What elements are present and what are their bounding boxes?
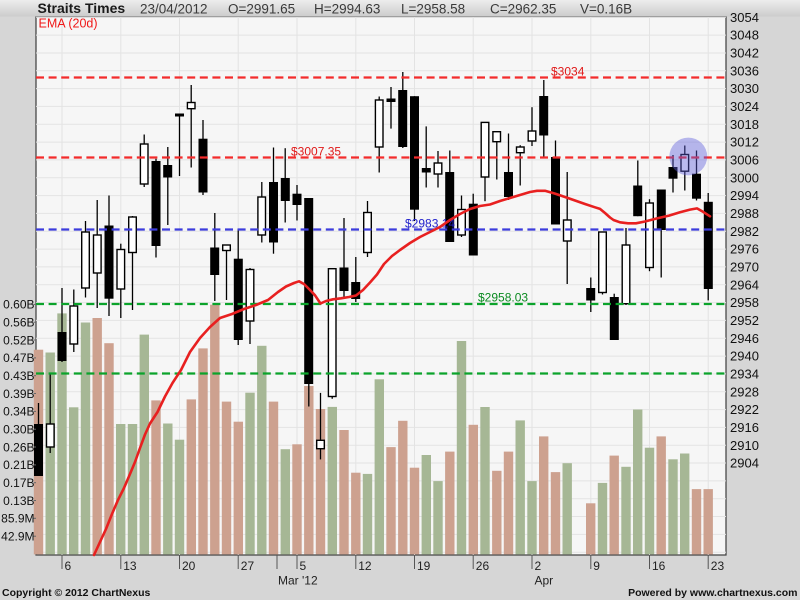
svg-text:23: 23 bbox=[711, 559, 725, 573]
svg-text:13: 13 bbox=[123, 559, 137, 573]
svg-text:0.52B: 0.52B bbox=[3, 333, 34, 347]
svg-text:3054: 3054 bbox=[730, 10, 759, 25]
svg-text:85.9M: 85.9M bbox=[1, 512, 34, 526]
svg-text:O=2991.65: O=2991.65 bbox=[228, 2, 295, 17]
svg-text:19: 19 bbox=[417, 559, 431, 573]
svg-text:12: 12 bbox=[358, 559, 372, 573]
svg-text:C=2962.35: C=2962.35 bbox=[490, 2, 556, 17]
svg-text:0.56B: 0.56B bbox=[3, 316, 34, 330]
svg-text:2970: 2970 bbox=[730, 260, 759, 275]
svg-text:0.26B: 0.26B bbox=[3, 440, 34, 454]
svg-text:3024: 3024 bbox=[730, 99, 759, 114]
svg-text:2934: 2934 bbox=[730, 367, 759, 382]
svg-text:2940: 2940 bbox=[730, 349, 759, 364]
svg-text:3018: 3018 bbox=[730, 117, 759, 132]
svg-text:0.13B: 0.13B bbox=[3, 494, 34, 508]
svg-text:Mar '12: Mar '12 bbox=[278, 574, 318, 588]
svg-text:2988: 2988 bbox=[730, 206, 759, 221]
svg-text:$2958.03: $2958.03 bbox=[478, 291, 528, 305]
svg-text:Copyright © 2012 ChartNexus: Copyright © 2012 ChartNexus bbox=[2, 587, 151, 599]
svg-text:2922: 2922 bbox=[730, 402, 759, 417]
svg-text:0.60B: 0.60B bbox=[3, 298, 34, 312]
svg-text:2916: 2916 bbox=[730, 420, 759, 435]
svg-text:2964: 2964 bbox=[730, 277, 759, 292]
svg-text:L=2958.58: L=2958.58 bbox=[401, 2, 465, 17]
svg-text:20: 20 bbox=[182, 559, 196, 573]
svg-text:9: 9 bbox=[593, 559, 600, 573]
svg-text:0.34B: 0.34B bbox=[3, 405, 34, 419]
svg-text:0.39B: 0.39B bbox=[3, 387, 34, 401]
svg-text:2976: 2976 bbox=[730, 242, 759, 257]
svg-text:0.21B: 0.21B bbox=[3, 458, 34, 472]
svg-text:3000: 3000 bbox=[730, 170, 759, 185]
svg-text:H=2994.63: H=2994.63 bbox=[314, 2, 380, 17]
svg-text:EMA (20d): EMA (20d) bbox=[39, 17, 98, 31]
svg-text:0.30B: 0.30B bbox=[3, 423, 34, 437]
svg-text:23/04/2012: 23/04/2012 bbox=[140, 2, 208, 17]
svg-text:Straits Times: Straits Times bbox=[38, 0, 126, 16]
svg-text:3048: 3048 bbox=[730, 28, 759, 43]
svg-text:42.9M: 42.9M bbox=[1, 530, 34, 544]
svg-text:2928: 2928 bbox=[730, 384, 759, 399]
svg-text:0.17B: 0.17B bbox=[3, 476, 34, 490]
svg-text:2946: 2946 bbox=[730, 331, 759, 346]
svg-text:$3034: $3034 bbox=[551, 64, 585, 78]
svg-text:5: 5 bbox=[300, 559, 307, 573]
svg-text:16: 16 bbox=[652, 559, 666, 573]
svg-text:26: 26 bbox=[476, 559, 490, 573]
svg-text:0.47B: 0.47B bbox=[3, 351, 34, 365]
svg-text:2958: 2958 bbox=[730, 295, 759, 310]
svg-text:2952: 2952 bbox=[730, 313, 759, 328]
svg-text:3042: 3042 bbox=[730, 46, 759, 61]
svg-text:3030: 3030 bbox=[730, 81, 759, 96]
svg-text:0.43B: 0.43B bbox=[3, 369, 34, 383]
svg-text:V=0.16B: V=0.16B bbox=[580, 2, 632, 17]
svg-text:Powered by www.chartnexus.com: Powered by www.chartnexus.com bbox=[628, 587, 797, 599]
svg-text:27: 27 bbox=[241, 559, 255, 573]
svg-text:$2983.14: $2983.14 bbox=[405, 217, 455, 231]
svg-text:Apr: Apr bbox=[535, 574, 554, 588]
svg-text:3012: 3012 bbox=[730, 135, 759, 150]
svg-text:$3007.35: $3007.35 bbox=[291, 144, 341, 158]
svg-text:3006: 3006 bbox=[730, 153, 759, 168]
svg-text:3036: 3036 bbox=[730, 63, 759, 78]
svg-text:2982: 2982 bbox=[730, 224, 759, 239]
svg-text:6: 6 bbox=[65, 559, 72, 573]
svg-text:2994: 2994 bbox=[730, 188, 759, 203]
svg-text:2: 2 bbox=[535, 559, 542, 573]
svg-text:2910: 2910 bbox=[730, 438, 759, 453]
svg-text:2904: 2904 bbox=[730, 456, 759, 471]
